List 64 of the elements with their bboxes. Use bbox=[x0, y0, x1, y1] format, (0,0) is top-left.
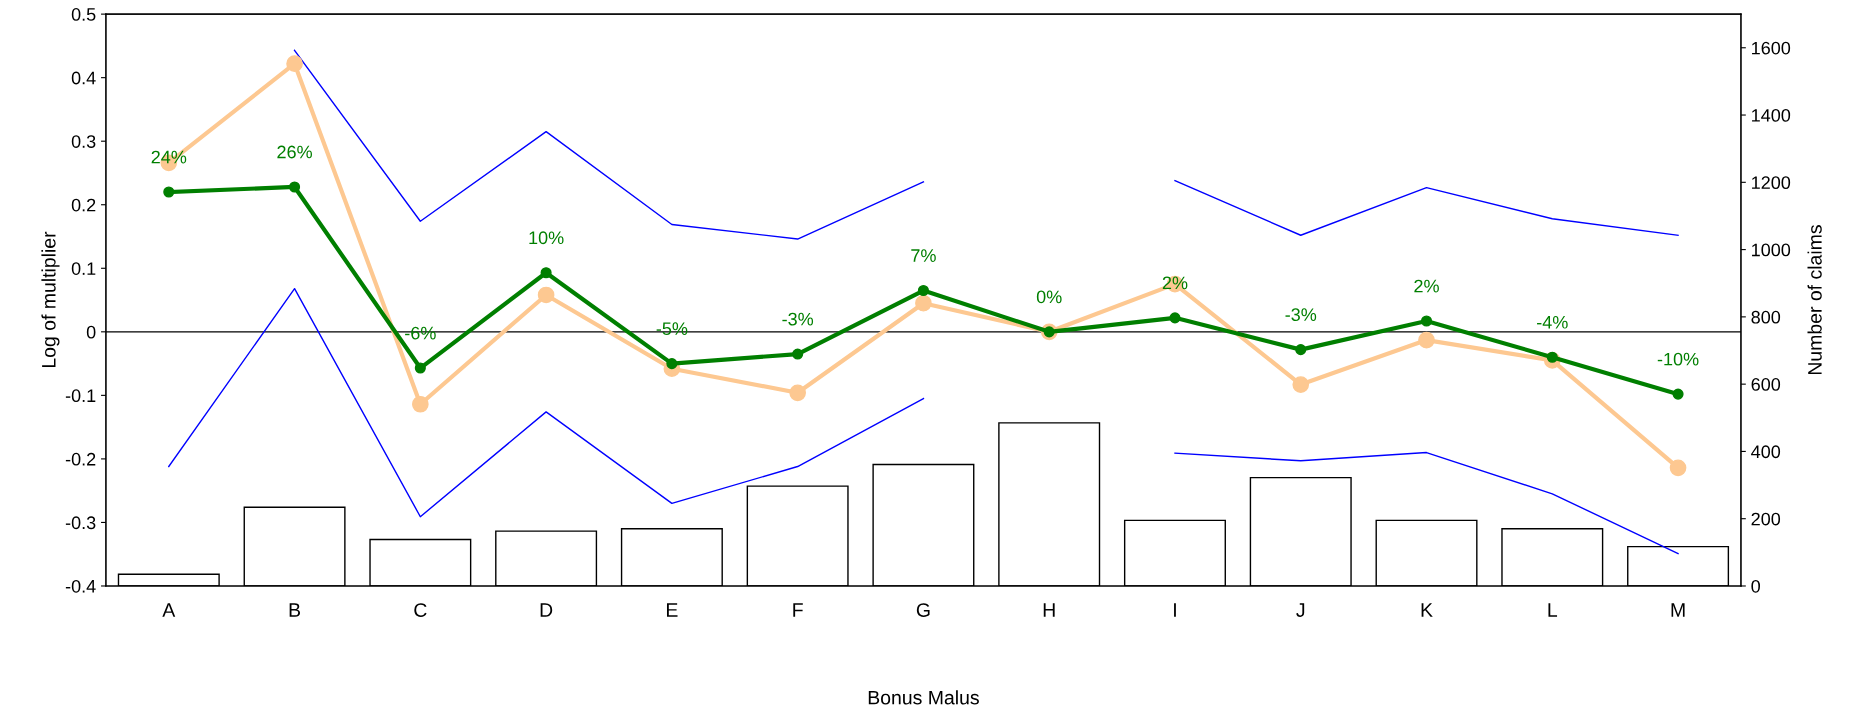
x-tick-label: I bbox=[1174, 603, 1176, 617]
y-tick-label: -0.2 bbox=[65, 452, 96, 466]
point bbox=[414, 362, 426, 374]
point bbox=[1295, 344, 1307, 356]
point bbox=[1418, 331, 1435, 349]
x-axis-title: Bonus Malus bbox=[868, 690, 979, 705]
y2-tick-label: 0 bbox=[1751, 579, 1760, 593]
y2-tick-label: 1200 bbox=[1752, 176, 1791, 190]
y2-tick-label: 1400 bbox=[1752, 108, 1791, 122]
point bbox=[289, 181, 301, 193]
y2-tick-label: 1000 bbox=[1752, 243, 1791, 257]
x-tick-label: D bbox=[540, 603, 553, 617]
y-tick-label: -0.3 bbox=[65, 516, 96, 530]
point bbox=[286, 55, 303, 73]
point bbox=[540, 267, 552, 279]
x-tick-label: M bbox=[1671, 603, 1685, 617]
point bbox=[1292, 376, 1310, 393]
annotation: -10% bbox=[1657, 352, 1699, 366]
point bbox=[1669, 459, 1687, 477]
y-axis-title: Log of multiplier bbox=[41, 231, 60, 368]
y-tick-label: -0.1 bbox=[65, 389, 96, 403]
y-tick-label: 0.5 bbox=[71, 8, 96, 21]
x-tick-label: F bbox=[793, 603, 803, 617]
y-tick-label: -0.4 bbox=[65, 579, 96, 593]
point bbox=[1672, 388, 1684, 400]
annotation: -4% bbox=[1537, 315, 1568, 329]
y-tick-label: 0.2 bbox=[71, 198, 96, 212]
annotation: 2% bbox=[1414, 279, 1439, 293]
y2-tick-label: 600 bbox=[1751, 378, 1781, 391]
annotation: 24% bbox=[151, 150, 187, 164]
point bbox=[412, 395, 429, 413]
annotation: 10% bbox=[529, 231, 564, 245]
y2-tick-label: 1600 bbox=[1752, 41, 1791, 55]
point bbox=[789, 384, 806, 402]
x-tick-label: H bbox=[1043, 603, 1055, 617]
x-tick-label: G bbox=[916, 603, 930, 617]
y-tick-label: 0.4 bbox=[71, 71, 96, 85]
annotation: -3% bbox=[1285, 308, 1317, 322]
y2-tick-label: 400 bbox=[1751, 445, 1781, 459]
point bbox=[792, 348, 804, 360]
x-tick-label: J bbox=[1296, 603, 1305, 617]
annotation: -3% bbox=[782, 312, 814, 326]
x-tick-label: K bbox=[1421, 603, 1433, 617]
y-tick-label: 0.3 bbox=[71, 135, 96, 148]
y-tick-label: 0 bbox=[86, 325, 96, 339]
x-tick-label: B bbox=[289, 603, 301, 617]
point bbox=[163, 186, 175, 198]
point bbox=[915, 294, 932, 312]
y2-tick-label: 200 bbox=[1751, 512, 1781, 526]
point bbox=[917, 284, 929, 297]
x-tick-label: A bbox=[162, 603, 176, 617]
annotation: 2% bbox=[1162, 276, 1188, 290]
annotation: 26% bbox=[277, 145, 312, 159]
point bbox=[1169, 312, 1181, 324]
y-tick-label: 0.1 bbox=[71, 262, 96, 275]
annotation: 7% bbox=[911, 249, 936, 262]
point bbox=[1420, 315, 1433, 327]
x-tick-label: E bbox=[666, 603, 678, 617]
x-tick-label: C bbox=[414, 603, 427, 617]
y2-tick-label: 800 bbox=[1751, 310, 1781, 324]
annotation: 0% bbox=[1036, 290, 1062, 304]
y2-axis-title: Number of claims bbox=[1807, 225, 1822, 375]
x-tick-label: L bbox=[1548, 603, 1558, 617]
point bbox=[537, 286, 555, 304]
